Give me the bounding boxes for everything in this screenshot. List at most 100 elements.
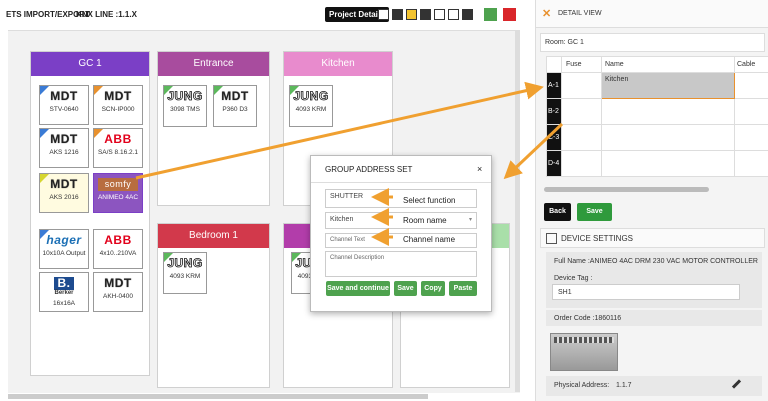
device-brand: hager [46,233,82,247]
device-label: AKS 1216 [49,149,79,156]
room: Bedroom 1 JUNG 4093 KRM [157,223,270,388]
device-card[interactable]: JUNG 4093 KRM [289,85,333,127]
device-brand: MDT [50,132,78,146]
device-brand: JUNG [167,89,203,103]
corner-tag [290,86,299,95]
toolbar-icon[interactable] [448,9,459,20]
save-button[interactable]: Save [394,281,417,296]
device-label: 4093 KRM [169,273,201,280]
paste-button[interactable]: Paste [449,281,477,296]
delete-icon[interactable] [503,8,516,21]
device-brand: MDT [104,276,132,290]
corner-tag [94,86,103,95]
divider [311,182,491,183]
corner-tag [40,230,49,239]
device-brand: JUNG [167,256,203,270]
toolbar-icon[interactable] [406,9,417,20]
field-bg [546,310,762,326]
corner-tag [164,253,173,262]
device-label: 3098 TMS [170,106,200,113]
project-details-button[interactable]: Project Details [325,7,389,22]
table-row: D-4 [546,150,768,177]
copy-button[interactable]: Copy [421,281,445,296]
arrow [503,122,564,180]
order-code: Order Code :1860116 [554,315,622,322]
name-cell [601,98,735,125]
room-select[interactable]: Kitchen [325,212,477,229]
toolbar-icon[interactable] [420,9,431,20]
name-cell [601,124,735,151]
device-card[interactable]: hager 10x10A Output [39,229,89,269]
toolbar-icon[interactable] [434,9,445,20]
device-card[interactable]: JUNG 4093 KRM [163,252,207,294]
device-label: SCN-IP000 [101,106,135,113]
cell [561,150,602,177]
corner-tag [40,86,49,95]
toolbar-icon[interactable] [462,9,473,20]
device-card[interactable]: MDT AKH-0400 [93,272,143,312]
corner-tag [292,253,301,262]
room-header: Entrance [158,52,269,76]
device-brand-sub: Berker [54,290,74,296]
device-brand: B. [54,277,74,290]
toolbar-icon[interactable] [392,9,403,20]
tag-label: Device Tag : [554,275,593,282]
settings-title: DEVICE SETTINGS [561,234,634,243]
device-brand: ABB [104,233,132,247]
export-icon[interactable] [484,8,497,21]
save-continue-button[interactable]: Save and continue [326,281,390,296]
app-title: ETS IMPORT/EXPORT [6,10,91,19]
cell [734,98,768,125]
device-card[interactable]: JUNG 3098 TMS [163,85,207,127]
tag-input[interactable]: SH1 [552,284,740,300]
device-card[interactable]: B. Berker 16x16A [39,272,89,312]
edit-icon [546,233,557,244]
cell [561,124,602,151]
device-label: 10x10A Output [42,250,86,257]
device-brand: ABB [104,132,132,146]
back-button[interactable]: Back [544,203,571,221]
device-label: AKS 2016 [49,194,79,201]
fuse-cell: D-4 [546,150,562,177]
device-card[interactable]: MDT P360 D3 [213,85,257,127]
device-card[interactable]: ABB 4x10..210VA [93,229,143,269]
room: Entrance JUNG 3098 TMS MDT P360 D3 [157,51,270,206]
device-brand: somfy [98,178,138,191]
device-card[interactable]: somfy ANIMEO 4AC [93,173,143,213]
detail-title: DETAIL VIEW [558,10,602,17]
device-label: P360 D3 [222,106,248,113]
device-card[interactable]: MDT STV-0640 [39,85,89,125]
device-card[interactable]: MDT AKS 1216 [39,128,89,168]
field-bg [546,376,762,396]
table-row: C-3 [546,124,768,151]
device-label: SA/S 8.16.2.1 [97,149,139,156]
settings-header [540,228,765,248]
scrollbar [544,187,709,192]
corner-tag [94,129,103,138]
device-card[interactable]: MDT AKS 2016 [39,173,89,213]
room-header: GC 1 [31,52,149,76]
device-card[interactable]: MDT SCN-IP000 [93,85,143,125]
close-button[interactable]: × [477,164,483,174]
room-header: Kitchen [284,52,392,76]
dialog-title: GROUP ADDRESS SET [325,165,413,174]
save-button[interactable]: Save [577,203,612,221]
room-field: Room: GC 1 [540,33,765,52]
fuse-cell: A-1 [546,72,562,99]
channel-description-input[interactable]: Channel Description [325,251,477,277]
toolbar-icon[interactable] [378,9,389,20]
room: GC 1 MDT STV-0640 MDT SCN-IP000 MDT AKS 1216 AB… [30,51,150,376]
device-label: 16x16A [52,300,76,307]
channel-text-input[interactable]: Channel Text [325,233,477,248]
annotation: Select function [403,196,456,205]
detail-panel: ✕ DETAIL VIEW Room: GC 1 Fuse Name Cable… [535,0,768,401]
scrollbar [515,30,520,392]
device-card[interactable]: ABB SA/S 8.16.2.1 [93,128,143,168]
fuse-table: Fuse Name Cable A-1 Kitchen B-2 C-3 D-4 [546,56,768,177]
function-input[interactable]: SHUTTER [325,189,477,208]
name-cell: Kitchen [601,72,735,99]
device-label: AKH-0400 [103,293,133,300]
device-brand: MDT [104,89,132,103]
detail-header [536,0,768,28]
